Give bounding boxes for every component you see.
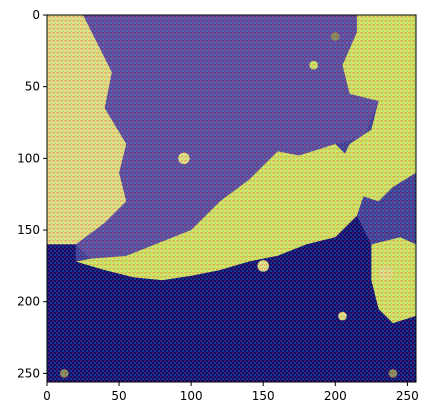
axes-frame bbox=[46, 14, 417, 383]
x-tick-label: 150 bbox=[252, 389, 275, 403]
x-tick-label: 100 bbox=[180, 389, 203, 403]
x-tick-label: 0 bbox=[43, 389, 51, 403]
y-tick-label: 250 bbox=[17, 366, 40, 380]
x-tick-label: 250 bbox=[396, 389, 419, 403]
heatmap-texture bbox=[47, 15, 416, 382]
y-tick-label: 150 bbox=[17, 223, 40, 237]
y-tick-label: 50 bbox=[25, 80, 40, 94]
y-tick-label: 200 bbox=[17, 295, 40, 309]
x-tick-label: 200 bbox=[324, 389, 347, 403]
x-tick-label: 50 bbox=[111, 389, 126, 403]
y-tick-label: 100 bbox=[17, 151, 40, 165]
y-tick-label: 0 bbox=[32, 8, 40, 22]
plot-area bbox=[47, 15, 416, 382]
